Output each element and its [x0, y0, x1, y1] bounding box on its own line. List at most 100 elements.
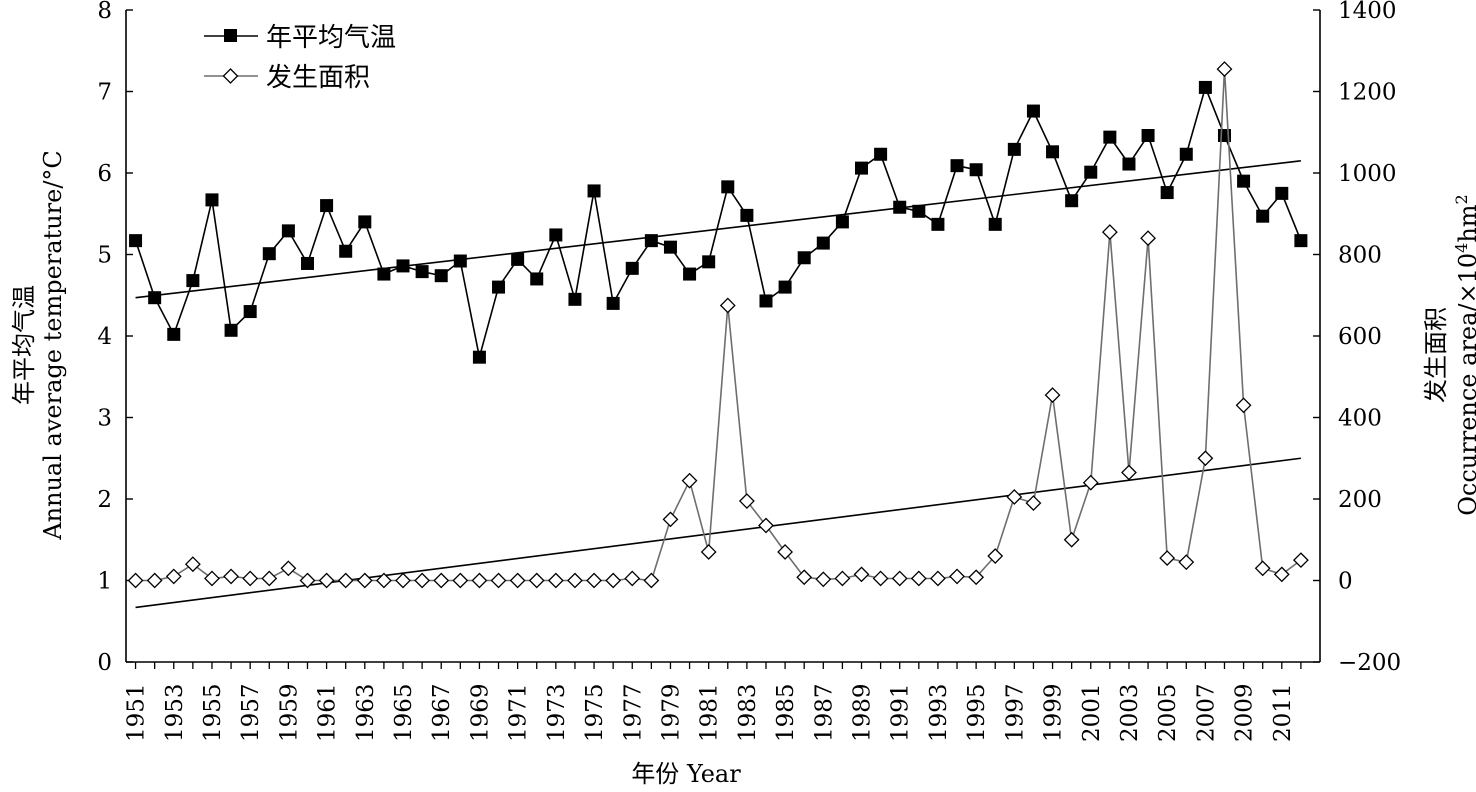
data-point-area: [567, 572, 583, 589]
data-point-temperature: [129, 234, 143, 248]
data-point-area: [261, 570, 278, 587]
data-point-area: [433, 572, 450, 589]
legend: 年平均气温 发生面积: [204, 23, 396, 93]
data-point-temperature: [492, 280, 506, 294]
data-point-area: [1006, 489, 1023, 505]
data-point-temperature: [663, 240, 677, 254]
data-point-area: [987, 548, 1004, 564]
data-point-temperature: [415, 265, 429, 279]
y-right-tick-label: −200: [1338, 650, 1401, 676]
data-point-temperature: [472, 350, 486, 364]
series-layer: [127, 61, 1309, 589]
x-tick-label: 1959: [276, 683, 302, 742]
data-point-area: [872, 570, 889, 587]
y-right-tick-label: 1000: [1338, 161, 1397, 187]
data-point-area: [643, 572, 660, 589]
x-tick-label: 1965: [391, 683, 417, 742]
data-point-area: [930, 570, 946, 587]
data-point-area: [853, 566, 870, 583]
y-left-axis-title-en: Annual average temperature/°C: [39, 150, 67, 541]
data-point-temperature: [797, 251, 811, 265]
x-tick-label: 1987: [811, 683, 837, 742]
x-tick-label: 1967: [429, 683, 455, 742]
data-point-temperature: [855, 161, 869, 175]
data-point-area: [681, 472, 698, 489]
data-point-temperature: [1007, 142, 1021, 156]
data-point-area: [910, 570, 927, 587]
data-point-temperature: [644, 234, 658, 248]
data-point-area: [662, 511, 679, 528]
data-point-temperature: [339, 244, 353, 258]
data-point-temperature: [835, 215, 849, 229]
data-point-temperature: [587, 184, 601, 198]
data-point-area: [490, 572, 507, 589]
trend-line-temperature: [135, 159, 1301, 299]
data-point-temperature: [1198, 80, 1212, 94]
data-point-temperature: [358, 215, 372, 229]
data-point-area: [815, 571, 832, 588]
data-point-area: [738, 493, 755, 509]
data-point-temperature: [1179, 147, 1193, 161]
x-tick-label: 1983: [735, 683, 761, 742]
data-point-area: [528, 572, 545, 589]
data-point-area: [1063, 531, 1080, 548]
data-point-temperature: [511, 252, 525, 266]
data-point-area: [299, 572, 316, 589]
y-right-axis-title-cn: 发生面积: [1422, 307, 1450, 403]
y-left-tick-label: 8: [97, 0, 112, 24]
data-point-area: [280, 560, 297, 577]
x-tick-label: 1985: [773, 683, 799, 742]
data-point-temperature: [262, 247, 276, 261]
y-left-tick-label: 0: [97, 650, 112, 676]
data-point-temperature: [396, 259, 410, 273]
data-point-temperature: [186, 274, 200, 288]
legend-item-area: 发生面积: [204, 63, 370, 93]
x-tick-label: 1977: [620, 683, 646, 742]
data-point-temperature: [893, 200, 907, 214]
data-point-temperature: [300, 256, 314, 270]
data-point-area: [1025, 495, 1042, 511]
data-point-area: [1082, 474, 1099, 491]
data-point-area: [223, 568, 239, 585]
data-point-area: [1044, 387, 1061, 404]
data-point-area: [184, 556, 201, 573]
data-point-temperature: [243, 305, 257, 319]
data-point-temperature: [931, 217, 945, 231]
data-point-area: [968, 569, 985, 586]
x-tick-label: 1957: [238, 683, 264, 742]
data-point-temperature: [320, 199, 334, 213]
x-tick-label: 1981: [697, 683, 723, 742]
x-tick-label: 1995: [964, 683, 990, 742]
data-point-temperature: [683, 267, 697, 281]
data-point-area: [337, 572, 354, 589]
data-point-area: [356, 572, 373, 589]
y-right-axis-title: 发生面积 Occurrence area/×104hm2: [1422, 194, 1476, 516]
data-point-area: [165, 568, 182, 585]
y-right-tick-label: 400: [1338, 406, 1382, 432]
y-left-tick-label: 1: [97, 569, 112, 595]
trend-lines: [135, 159, 1301, 609]
y-right-tick-label: 600: [1338, 324, 1382, 350]
data-point-area: [471, 572, 488, 589]
x-tick-label: 1973: [544, 683, 570, 742]
data-point-area: [509, 572, 526, 589]
x-axis-title: 年份 Year: [631, 760, 741, 788]
y-left-tick-label: 3: [97, 406, 112, 432]
data-point-temperature: [950, 159, 964, 173]
data-point-area: [624, 570, 641, 587]
data-point-area: [452, 572, 469, 589]
data-point-area: [1121, 464, 1137, 481]
data-point-temperature: [1046, 145, 1060, 159]
data-point-temperature: [912, 204, 926, 218]
x-tick-label: 1999: [1041, 683, 1067, 742]
x-tick-label: 1989: [850, 683, 876, 742]
y-right-tick-label: 1400: [1338, 0, 1397, 24]
data-point-temperature: [778, 280, 792, 294]
data-point-temperature: [606, 296, 620, 310]
data-point-temperature: [759, 294, 773, 308]
data-point-temperature: [1122, 157, 1136, 171]
data-point-temperature: [1141, 129, 1155, 143]
data-point-area: [204, 570, 220, 587]
data-point-temperature: [1103, 130, 1117, 144]
